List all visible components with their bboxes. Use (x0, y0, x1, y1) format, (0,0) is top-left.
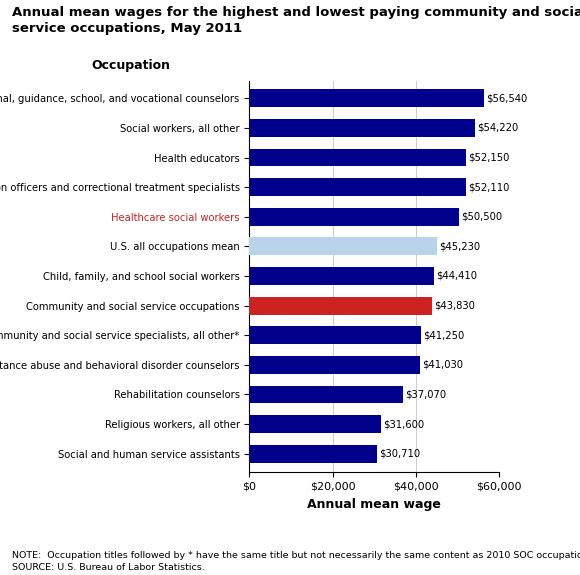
Bar (249, 208, 459, 225)
Bar (249, 178, 466, 196)
Text: $41,030: $41,030 (422, 360, 463, 370)
Text: $50,500: $50,500 (462, 212, 502, 222)
Bar (249, 356, 420, 374)
Bar (249, 386, 404, 404)
Text: $54,220: $54,220 (477, 123, 518, 133)
Bar (249, 267, 434, 285)
X-axis label: Annual mean wage: Annual mean wage (307, 498, 441, 511)
Text: $52,150: $52,150 (468, 152, 510, 163)
Text: Annual mean wages for the highest and lowest paying community and social
service: Annual mean wages for the highest and lo… (12, 6, 580, 34)
Bar (249, 297, 432, 315)
Text: $45,230: $45,230 (440, 242, 481, 251)
Bar (249, 148, 466, 166)
Bar (249, 445, 377, 463)
Bar (249, 327, 421, 344)
Text: $31,600: $31,600 (383, 419, 424, 429)
Text: $44,410: $44,410 (436, 271, 477, 281)
Text: Occupation: Occupation (91, 59, 170, 72)
Text: $43,830: $43,830 (434, 301, 474, 311)
Text: $37,070: $37,070 (405, 389, 447, 400)
Bar (249, 415, 380, 433)
Bar (249, 119, 475, 137)
Text: $30,710: $30,710 (379, 448, 420, 459)
Text: NOTE:  Occupation titles followed by * have the same title but not necessarily t: NOTE: Occupation titles followed by * ha… (12, 551, 580, 572)
Text: $56,540: $56,540 (487, 93, 528, 104)
Bar (249, 237, 437, 255)
Bar (249, 89, 484, 107)
Text: $52,110: $52,110 (468, 182, 509, 192)
Text: $41,250: $41,250 (423, 330, 464, 340)
